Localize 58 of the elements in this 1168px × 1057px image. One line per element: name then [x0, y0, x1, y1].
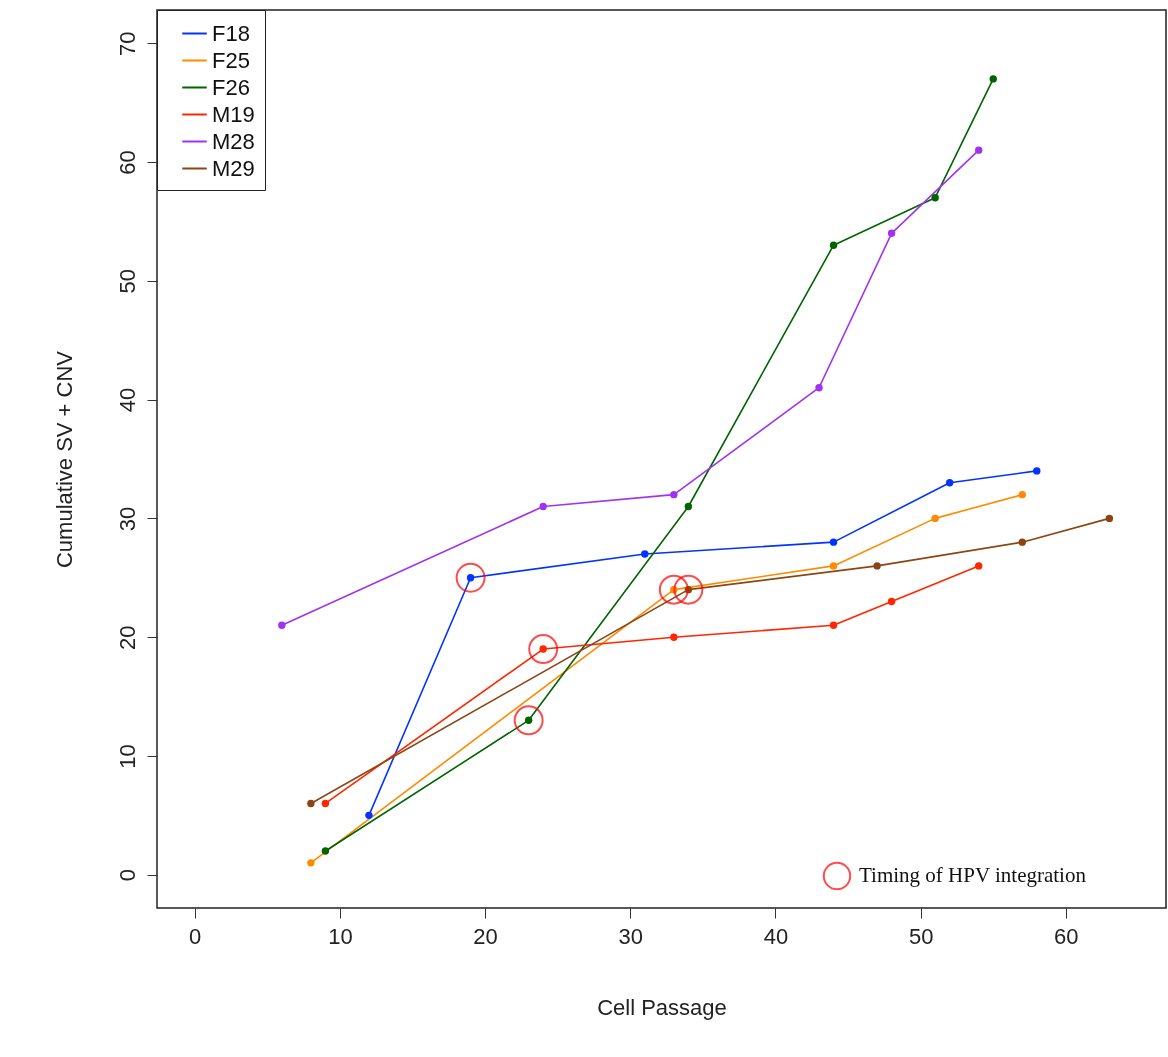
x-tick-label: 10: [328, 923, 353, 949]
point: [829, 538, 838, 546]
y-axis-title: Cumulative SV + CNV: [51, 350, 77, 569]
point: [641, 550, 649, 558]
y-tick-label: 40: [114, 387, 140, 413]
x-tick-label: 30: [618, 923, 644, 949]
y-tick-label: 0: [114, 869, 140, 882]
point: [975, 562, 983, 570]
point: [684, 502, 693, 511]
x-tick-label: 50: [908, 923, 934, 949]
legend-label: F18: [212, 20, 250, 46]
point: [989, 75, 997, 83]
point: [528, 634, 559, 664]
point: [829, 562, 838, 570]
legend-label: M29: [212, 155, 255, 181]
x-tick-label: 20: [473, 923, 498, 949]
point: [455, 562, 486, 593]
point: [1105, 514, 1114, 523]
point: [307, 799, 315, 808]
point: [321, 799, 330, 808]
y-tick-label: 20: [114, 625, 140, 650]
point: [815, 384, 823, 392]
point: [829, 241, 838, 249]
x-tick-label: 60: [1054, 923, 1079, 949]
legend-label: M19: [212, 101, 255, 127]
point: [931, 514, 939, 523]
point: [513, 705, 544, 736]
point: [1033, 467, 1041, 475]
legend-label: Timing of HPV integration: [859, 863, 1087, 887]
legend-label: F26: [212, 74, 250, 100]
legend-label: F25: [212, 47, 250, 73]
point: [873, 562, 881, 570]
x-tick-label: 0: [189, 923, 202, 949]
point: [673, 574, 704, 605]
point: [670, 490, 678, 499]
point: [307, 859, 315, 867]
y-tick-label: 60: [114, 150, 140, 175]
x-axis-title: Cell Passage: [597, 994, 727, 1020]
point: [539, 502, 547, 511]
point: [945, 479, 954, 487]
point: [321, 847, 330, 855]
y-tick-label: 70: [114, 31, 140, 56]
point: [975, 146, 983, 154]
x-tick-label: 40: [763, 923, 789, 949]
point: [278, 621, 286, 629]
legend-label: M28: [212, 128, 255, 154]
point: [670, 633, 678, 641]
point: [365, 811, 373, 820]
point: [1018, 490, 1026, 499]
y-tick-label: 30: [114, 506, 140, 532]
point: [887, 229, 896, 238]
y-tick-label: 10: [114, 744, 140, 769]
point: [887, 597, 896, 606]
y-tick-label: 50: [114, 269, 140, 294]
point: [931, 193, 939, 202]
point: [829, 621, 838, 629]
point: [658, 574, 689, 605]
point: [1018, 538, 1026, 546]
